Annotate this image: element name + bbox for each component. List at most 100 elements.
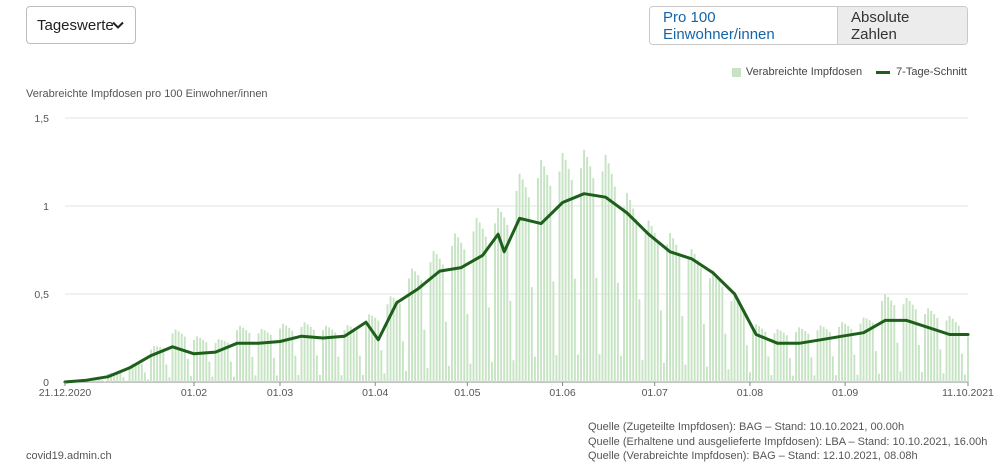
daily-bar — [472, 231, 475, 382]
daily-bar — [613, 186, 616, 382]
daily-bar — [705, 366, 708, 382]
daily-bar — [733, 295, 736, 382]
daily-bar — [119, 372, 122, 382]
daily-bar — [598, 354, 601, 382]
y-tick-label: 0 — [43, 377, 49, 389]
daily-bar — [632, 208, 635, 382]
x-tick-label: 11.10.2021 — [942, 387, 994, 399]
daily-bar — [533, 356, 536, 382]
daily-bar — [199, 337, 202, 382]
view-select-value: Tageswerte — [37, 16, 114, 34]
daily-bar — [936, 318, 939, 382]
daily-bar — [460, 242, 463, 382]
daily-bar — [874, 351, 877, 382]
daily-bar — [715, 274, 718, 382]
site-credit: covid19.admin.ch — [26, 450, 112, 462]
daily-bar — [337, 356, 340, 382]
daily-bar — [791, 375, 794, 382]
daily-bar — [420, 280, 423, 382]
daily-bar — [325, 325, 328, 382]
daily-bar — [202, 339, 205, 382]
daily-bar — [441, 264, 444, 382]
daily-bar — [917, 345, 920, 382]
daily-bar — [838, 326, 840, 382]
daily-bar — [303, 322, 306, 382]
daily-bar — [196, 336, 199, 382]
daily-bar — [924, 313, 926, 382]
chevron-down-icon — [112, 21, 124, 29]
legend-line-swatch — [876, 70, 891, 74]
daily-bar — [868, 320, 871, 382]
view-select[interactable]: Tageswerte — [26, 6, 136, 44]
daily-bar — [248, 332, 251, 382]
daily-bar — [288, 327, 291, 382]
daily-bar — [438, 258, 441, 382]
daily-bar — [801, 328, 804, 382]
y-tick-label: 0,5 — [34, 289, 49, 301]
daily-bar — [116, 372, 119, 382]
daily-bar — [850, 328, 853, 382]
daily-bar — [189, 375, 192, 382]
daily-bar — [644, 233, 647, 382]
daily-bar — [813, 375, 816, 382]
daily-bar — [865, 318, 868, 382]
daily-bar — [285, 325, 288, 382]
daily-bar — [334, 332, 337, 382]
daily-bar — [948, 315, 951, 382]
daily-bar — [300, 326, 303, 382]
daily-bar — [297, 374, 300, 382]
daily-bar — [322, 330, 324, 382]
daily-bar — [807, 333, 810, 382]
daily-bar — [748, 372, 751, 382]
unit-toggle: Pro 100 Einwohner/innen Absolute Zahlen — [649, 6, 968, 45]
daily-bar — [666, 244, 668, 382]
daily-bar — [466, 313, 469, 382]
daily-bar — [134, 363, 137, 382]
daily-bar — [186, 358, 189, 382]
daily-bar — [798, 327, 801, 382]
daily-bar — [392, 297, 395, 382]
x-tick-label: 01.09 — [832, 387, 858, 399]
daily-bar — [914, 309, 917, 382]
daily-bar — [159, 347, 162, 382]
daily-bar — [543, 166, 546, 382]
daily-bar — [558, 171, 561, 382]
daily-bar — [426, 367, 429, 382]
daily-bar — [546, 174, 549, 382]
daily-bar — [564, 159, 567, 382]
daily-bar — [236, 330, 238, 382]
daily-bar — [365, 320, 367, 382]
daily-bar — [884, 294, 887, 382]
daily-bar — [386, 304, 389, 382]
daily-bar — [524, 187, 527, 382]
daily-bar — [764, 331, 767, 382]
daily-bar — [773, 333, 776, 382]
daily-bar — [675, 244, 678, 382]
daily-bar — [712, 270, 715, 382]
daily-bar — [340, 375, 343, 382]
daily-bar — [871, 322, 874, 382]
daily-bar — [896, 342, 899, 382]
daily-bar — [454, 233, 457, 382]
daily-bar — [398, 303, 401, 382]
daily-bar — [933, 314, 936, 382]
toggle-absolute-button[interactable]: Absolute Zahlen — [838, 7, 967, 44]
y-tick-label: 1,5 — [34, 113, 49, 125]
daily-bar — [257, 333, 260, 382]
daily-bar — [626, 193, 629, 382]
daily-bar — [552, 281, 555, 382]
daily-bar — [245, 330, 248, 382]
daily-bar — [484, 236, 487, 382]
daily-bar — [629, 199, 632, 382]
daily-bar — [374, 317, 377, 382]
daily-bar — [696, 260, 699, 382]
daily-bar — [490, 362, 493, 382]
daily-bar — [294, 355, 297, 382]
daily-bar — [355, 330, 358, 382]
daily-bar — [647, 220, 650, 382]
daily-bar — [678, 252, 681, 382]
toggle-per-100-button[interactable]: Pro 100 Einwohner/innen — [650, 7, 838, 44]
daily-bar — [435, 254, 438, 382]
daily-bar — [377, 320, 380, 382]
daily-bar — [205, 342, 208, 382]
